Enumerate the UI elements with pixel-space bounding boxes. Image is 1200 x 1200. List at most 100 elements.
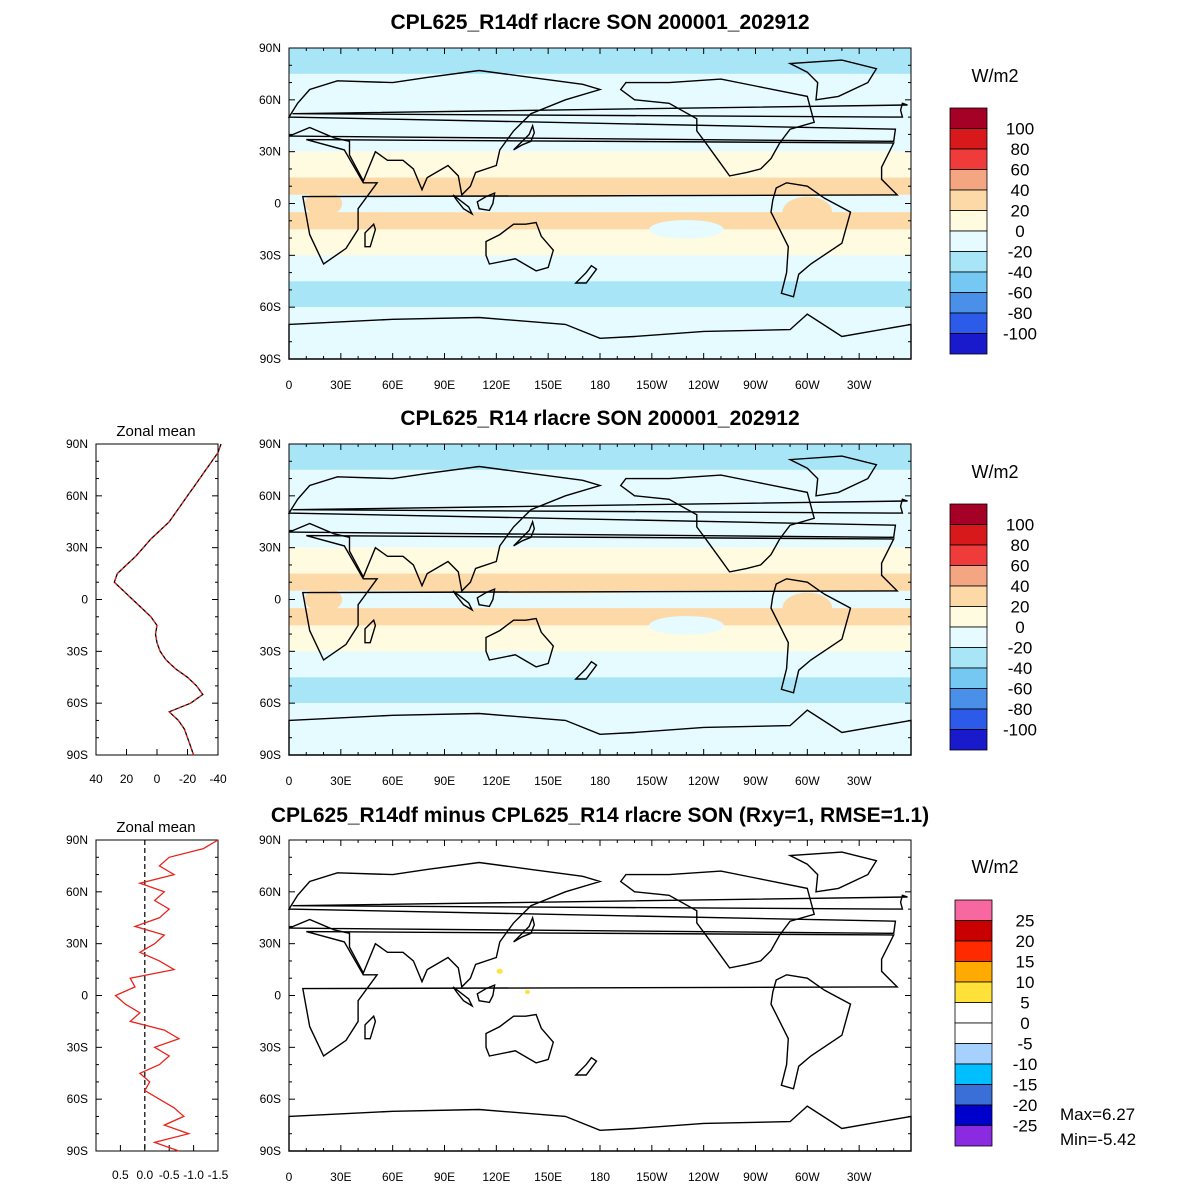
colorbar-label: 0 (1020, 1014, 1029, 1033)
coastline-uk (292, 498, 908, 514)
colorbar-label: -80 (1008, 700, 1033, 719)
lat-tick-label: 60S (67, 696, 88, 710)
colorbar-swatch (949, 210, 988, 232)
colorbar-label: -20 (1013, 1096, 1038, 1115)
zonal-x-tick-label: -20 (179, 772, 197, 786)
lon-tick-label: 120W (688, 378, 720, 392)
coastline-madagascar (364, 618, 377, 644)
lat-tick-label: 30S (67, 1040, 88, 1054)
colorbar-label: -60 (1008, 284, 1033, 303)
colorbar-label: 80 (1011, 140, 1030, 159)
field-congo (304, 191, 343, 216)
colorbar-swatch (949, 312, 988, 334)
field-band (289, 547, 911, 574)
colorbar-swatch (954, 1002, 993, 1024)
lon-tick-label: 60W (795, 378, 820, 392)
colorbar-label: 100 (1006, 120, 1034, 139)
field-band (289, 625, 911, 652)
diff-patch (524, 990, 530, 995)
colorbar-swatch (949, 544, 988, 566)
colorbar-swatch (949, 230, 988, 252)
coastline-japan (513, 915, 536, 943)
lon-tick-label: 90E (434, 1170, 455, 1184)
colorbar-swatch (954, 899, 993, 921)
units-label-top: W/m2 (972, 66, 1019, 86)
zonal-x-tick-label: 0.0 (136, 1168, 153, 1182)
field-band (289, 608, 911, 626)
colorbar-swatch (954, 1125, 993, 1147)
colorbar-label: 20 (1011, 202, 1030, 221)
lat-tick-label: 0 (274, 197, 281, 211)
colorbar-swatch (949, 688, 988, 710)
lat-tick-label: 60N (66, 885, 88, 899)
zonal-x-tick-label: 0.5 (112, 1168, 129, 1182)
lat-tick-label: 90S (260, 748, 281, 762)
coastline-australia (485, 1013, 555, 1064)
colorbar-label: 40 (1011, 181, 1030, 200)
lon-tick-label: 60E (382, 1170, 403, 1184)
lon-tick-label: 180 (590, 378, 610, 392)
colorbar-swatch (954, 961, 993, 983)
lon-tick-label: 60E (382, 774, 403, 788)
zonal-series-line (114, 839, 219, 1152)
field-band (289, 151, 911, 178)
lat-tick-label: 60N (259, 885, 281, 899)
coastline-eurasia (287, 465, 897, 593)
zonal-x-tick-label: -1.0 (183, 1168, 204, 1182)
zonal-title-bottom: Zonal mean (116, 819, 195, 836)
coastline-uk (292, 894, 908, 910)
lat-tick-label: 30N (259, 541, 281, 555)
zonal-mean-bottom: 90N 60N 30N 0 30S 60S 90S 0.5 0.0 -0.5 -1.0 -1.5 (66, 833, 229, 1182)
lat-tick-label: 90N (66, 833, 88, 847)
coastline-eurasia (287, 861, 897, 989)
lon-tick-label: 150W (636, 378, 668, 392)
colorbar-label: 20 (1011, 598, 1030, 617)
lon-tick-label: 150E (534, 774, 562, 788)
lon-tick-label: 120E (482, 1170, 510, 1184)
colorbar-label: 5 (1020, 994, 1029, 1013)
lon-tick-label: 180 (590, 1170, 610, 1184)
field-band (289, 651, 911, 678)
lon-tick-label: 30W (847, 378, 872, 392)
lat-tick-label: 30S (67, 644, 88, 658)
coastline-namerica (619, 474, 816, 573)
lon-tick-label: 120W (688, 1170, 720, 1184)
colorbar-swatch (949, 169, 988, 191)
lon-tick-label: 180 (590, 774, 610, 788)
coastline-sumatra (452, 194, 474, 216)
coastline-australia (485, 617, 555, 668)
lon-tick-label: 30E (330, 774, 351, 788)
panel-title-middle: CPL625_R14 rlacre SON 200001_202912 (400, 407, 799, 430)
colorbar-swatch (949, 251, 988, 273)
colorbar-label: -100 (1003, 721, 1037, 740)
zonal-title-middle: Zonal mean (116, 423, 195, 440)
field-amazon (782, 592, 833, 624)
colorbar-label: 60 (1011, 557, 1030, 576)
colorbar-label: -20 (1008, 639, 1033, 658)
colorbar-swatch (949, 647, 988, 669)
lat-tick-label: 0 (81, 989, 88, 1003)
coastline-sumatra (452, 986, 474, 1008)
colorbar-swatch (949, 148, 988, 170)
lon-tick-label: 0 (286, 378, 293, 392)
field-indian-ocean (399, 626, 524, 642)
coastline-africa (301, 138, 899, 266)
colorbar-swatch (954, 1104, 993, 1126)
lon-tick-label: 90W (743, 774, 768, 788)
lat-tick-label: 90N (259, 41, 281, 55)
lon-tick-label: 120E (482, 378, 510, 392)
units-label-middle: W/m2 (972, 462, 1019, 482)
lat-tick-label: 90S (67, 1144, 88, 1158)
colorbar-swatch (954, 920, 993, 942)
coastline-greenland (787, 59, 878, 101)
panel-title-bottom: CPL625_R14df minus CPL625_R14 rlacre SON… (271, 804, 929, 827)
colorbar-swatch (949, 524, 988, 546)
colorbar-label: -40 (1008, 659, 1033, 678)
colorbar-swatch (949, 606, 988, 628)
lat-tick-label: 30S (260, 644, 281, 658)
lat-tick-label: 90N (66, 437, 88, 451)
colorbar-swatch (949, 667, 988, 689)
field-band (289, 281, 911, 308)
colorbar-label: 80 (1011, 536, 1030, 555)
